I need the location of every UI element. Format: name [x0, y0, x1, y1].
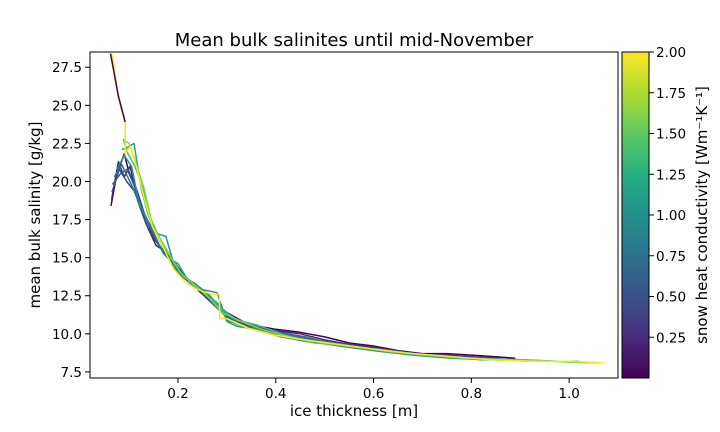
colorbar-tick-label: 1.50	[656, 127, 686, 143]
colorbar-label: snow heat conductivity [Wm⁻¹K⁻¹]	[693, 86, 711, 344]
y-axis: 7.5 10.0 12.5 15.0 17.5 20.0 22.5 25.0 27.5	[52, 60, 90, 381]
y-tick-label: 25.0	[52, 98, 82, 114]
y-tick-label: 20.0	[52, 174, 82, 190]
colorbar-tick-label: 0.25	[656, 330, 686, 346]
plot-frame	[89, 51, 619, 379]
y-tick-label: 15.0	[52, 251, 82, 267]
series-line-6	[116, 154, 565, 362]
colorbar-tick-label: 1.00	[656, 208, 686, 224]
series-line-10	[111, 54, 604, 364]
x-axis-label: ice thickness [m]	[290, 402, 418, 420]
y-tick-label: 10.0	[52, 327, 82, 343]
y-tick-label: 27.5	[52, 60, 82, 76]
x-axis: 0.2 0.4 0.6 0.8 1.0	[167, 378, 580, 402]
x-tick-label: 0.2	[167, 386, 188, 402]
x-tick-label: 0.4	[265, 386, 286, 402]
x-tick-label: 0.6	[363, 386, 384, 402]
chart-title: Mean bulk salinites until mid-November	[175, 30, 534, 51]
y-axis-label: mean bulk salinity [g/kg]	[26, 122, 44, 309]
colorbar-tick-label: 0.75	[656, 249, 686, 265]
series-line-5	[113, 163, 550, 362]
y-tick-label: 7.5	[61, 365, 82, 381]
y-tick-label: 12.5	[52, 289, 82, 305]
colorbar-axis: 0.25 0.50 0.75 1.00 1.25 1.50 1.75 2.00	[649, 45, 686, 346]
colorbar-tick-label: 1.75	[656, 86, 686, 102]
series-line-3	[111, 168, 482, 359]
series-line-8	[122, 138, 589, 364]
series-line-9	[123, 139, 599, 364]
x-tick-label: 1.0	[558, 386, 579, 402]
x-tick-label: 0.8	[461, 386, 482, 402]
series-line-11	[109, 53, 126, 123]
series-layer	[109, 53, 604, 364]
y-tick-label: 22.5	[52, 136, 82, 152]
colorbar	[621, 51, 650, 379]
series-line-4	[111, 168, 462, 358]
colorbar-tick-label: 0.50	[656, 290, 686, 306]
y-tick-label: 17.5	[52, 213, 82, 229]
series-line-7	[121, 142, 579, 362]
colorbar-tick-label: 1.25	[656, 167, 686, 183]
colorbar-tick-label: 2.00	[656, 45, 686, 61]
